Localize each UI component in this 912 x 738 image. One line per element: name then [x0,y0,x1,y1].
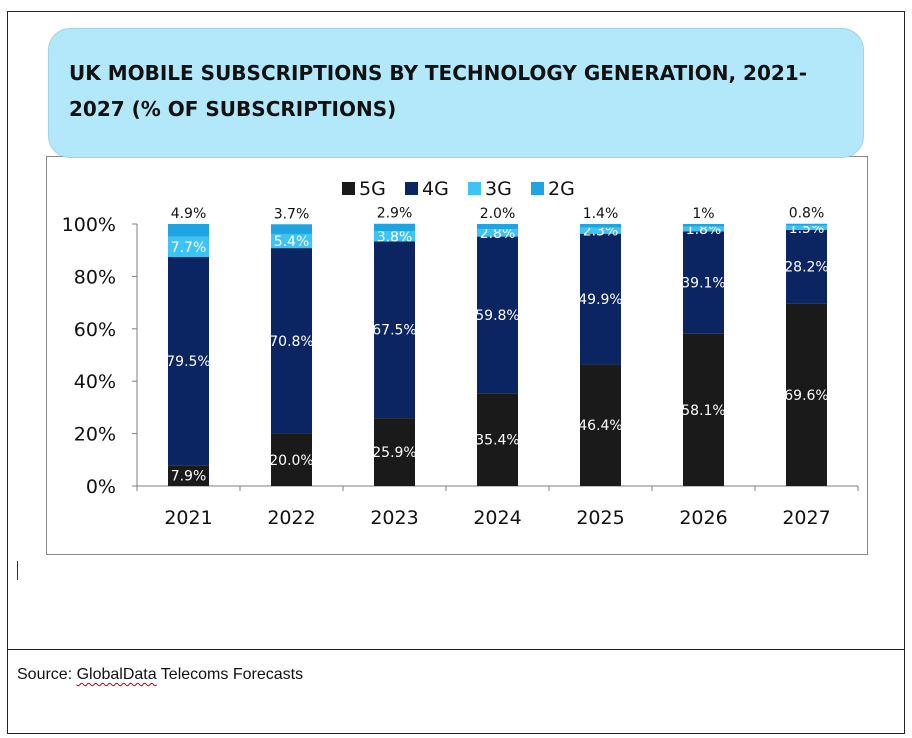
bar-5g-2024 [477,393,518,486]
data-label-2g: 2.0% [480,206,516,222]
data-label-3g: 2.8% [480,226,516,242]
bar-4g-2027 [786,229,827,304]
source-prefix: Source: [17,666,77,683]
bar-5g-2023 [374,418,415,486]
data-label-2g: 2.9% [377,206,413,222]
data-label-5g: 25.9% [372,445,416,461]
bar-3g-2027 [786,225,827,230]
x-tick-label: 2027 [782,507,830,529]
data-label-5g: 58.1% [681,403,725,419]
y-tick-label: 80% [74,266,116,288]
data-label-2g: 0.8% [789,206,825,222]
data-label-2g: 3.7% [274,206,310,222]
bar-4g-2022 [271,248,312,434]
data-label-3g: 2.3% [583,224,619,240]
data-label-5g: 20.0% [269,453,313,469]
y-tick-label: 40% [74,371,116,393]
data-label-2g: 4.9% [171,206,207,222]
data-label-5g: 69.6% [784,388,828,404]
source-company: GlobalData [76,666,157,683]
bar-2g-2021 [168,224,209,237]
bar-3g-2026 [683,226,724,232]
bar-3g-2024 [477,229,518,237]
bar-4g-2025 [580,233,621,365]
bar-3g-2023 [374,231,415,242]
bar-2g-2024 [477,224,518,230]
data-label-2g: 1.4% [583,206,619,222]
data-label-4g: 70.8% [269,334,313,350]
legend-label-3g: 3G [485,178,512,200]
bar-5g-2021 [168,465,209,486]
data-label-5g: 46.4% [578,418,622,434]
x-tick-label: 2025 [576,507,624,529]
bar-5g-2026 [683,333,724,486]
source-divider [7,649,905,650]
data-label-3g: 1.5% [789,221,825,237]
page-frame [7,11,905,734]
data-label-4g: 67.5% [372,323,416,339]
data-label-4g: 39.1% [681,276,725,292]
source-suffix: Telecoms Forecasts [156,666,304,683]
bar-5g-2022 [271,433,312,486]
title-banner: UK MOBILE SUBSCRIPTIONS BY TECHNOLOGY GE… [48,28,864,158]
data-label-4g: 28.2% [784,260,828,276]
data-label-4g: 49.9% [578,292,622,308]
data-label-4g: 59.8% [475,308,519,324]
legend-label-5g: 5G [359,178,386,200]
source-note: Source: GlobalData Telecoms Forecasts [17,666,303,684]
x-tick-label: 2023 [370,507,418,529]
data-label-4g: 79.5% [166,354,210,370]
y-tick-label: 60% [74,319,116,341]
data-label-5g: 35.4% [475,433,519,449]
legend-swatch-5g [342,182,355,195]
y-tick-label: 0% [86,476,116,498]
bar-2g-2027 [786,223,827,226]
data-label-3g: 7.7% [171,240,207,256]
legend-label-4g: 4G [422,178,449,200]
bar-2g-2026 [683,224,724,227]
data-label-3g: 3.8% [377,229,413,245]
x-tick-label: 2021 [164,507,212,529]
data-label-3g: 5.4% [274,234,310,250]
bar-4g-2024 [477,236,518,394]
bar-3g-2025 [580,227,621,234]
bar-4g-2023 [374,241,415,419]
bar-5g-2025 [580,364,621,486]
y-tick-label: 20% [74,424,116,446]
bar-4g-2021 [168,257,209,466]
bar-3g-2021 [168,236,209,258]
data-label-2g: 1% [692,206,714,222]
text-cursor [17,561,18,580]
chart-title: UK MOBILE SUBSCRIPTIONS BY TECHNOLOGY GE… [69,61,807,121]
bar-2g-2025 [580,224,621,228]
legend-swatch-3g [468,182,481,195]
bar-3g-2022 [271,233,312,249]
bar-2g-2023 [374,223,415,232]
legend-label-2g: 2G [548,178,575,200]
bar-5g-2027 [786,303,827,486]
data-label-5g: 7.9% [171,469,207,485]
x-tick-label: 2026 [679,507,727,529]
x-tick-label: 2024 [473,507,521,529]
legend-swatch-2g [531,182,544,195]
x-tick-label: 2022 [267,507,315,529]
bar-2g-2022 [271,224,312,234]
legend-swatch-4g [405,182,418,195]
y-tick-label: 100% [62,214,116,236]
bar-4g-2026 [683,231,724,334]
